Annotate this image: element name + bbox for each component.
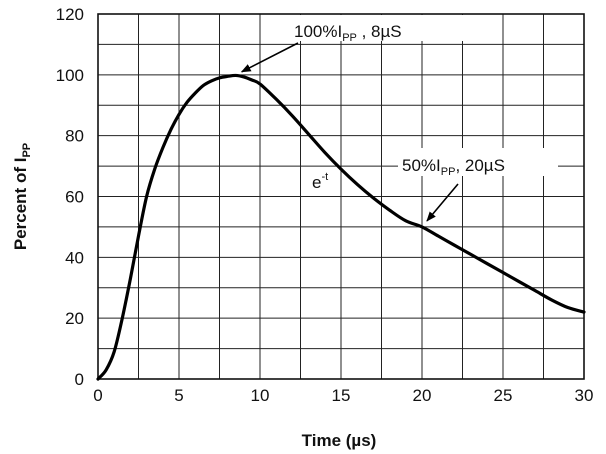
half-annotation-subscript: PP bbox=[441, 166, 456, 178]
x-tick-label: 0 bbox=[93, 386, 102, 405]
decay-label: e-t bbox=[312, 171, 328, 192]
pulse-curve bbox=[96, 73, 586, 381]
decay-label-base: e bbox=[312, 173, 321, 192]
decay-label-superscript: -t bbox=[321, 171, 328, 183]
peak-annotation-base: 100%I bbox=[294, 22, 342, 41]
x-tick-label: 30 bbox=[575, 386, 594, 405]
x-tick-label: 10 bbox=[251, 386, 270, 405]
axis-titles: Time (µs) Percent of IPP bbox=[11, 143, 376, 450]
x-tick-label: 5 bbox=[174, 386, 183, 405]
peak-label-bg bbox=[290, 15, 468, 41]
half-annotation-base: 50%I bbox=[402, 156, 441, 175]
y-tick-label: 20 bbox=[65, 309, 84, 328]
y-tick-label: 60 bbox=[65, 188, 84, 207]
half-label-bg bbox=[398, 148, 558, 176]
peak-annotation-subscript: PP bbox=[342, 32, 357, 44]
y-tick-label: 0 bbox=[75, 370, 84, 389]
y-axis-title-base: Percent of I bbox=[11, 158, 30, 251]
x-tick-label: 15 bbox=[332, 386, 351, 405]
y-tick-label: 40 bbox=[65, 248, 84, 267]
peak-annotation: 100%IPP , 8µS bbox=[294, 22, 402, 44]
y-axis-title: Percent of IPP bbox=[11, 143, 33, 250]
tick-labels: 0 5 10 15 20 25 30 0 20 40 60 80 100 120 bbox=[56, 5, 594, 405]
y-tick-label: 100 bbox=[56, 66, 84, 85]
half-arrow bbox=[426, 183, 459, 222]
grid-lines bbox=[97, 13, 585, 380]
x-tick-label: 25 bbox=[494, 386, 513, 405]
x-axis-title: Time (µs) bbox=[302, 431, 377, 450]
peak-annotation-tail: , 8µS bbox=[357, 22, 402, 41]
plot-frame bbox=[97, 13, 585, 380]
y-tick-label: 120 bbox=[56, 5, 84, 24]
half-annotation: 50%IPP, 20µS bbox=[402, 156, 505, 178]
half-annotation-tail: , 20µS bbox=[455, 156, 505, 175]
curve-layer bbox=[96, 73, 586, 381]
y-tick-label: 80 bbox=[65, 127, 84, 146]
y-axis-title-subscript: PP bbox=[21, 143, 33, 158]
x-tick-label: 20 bbox=[413, 386, 432, 405]
peak-arrow bbox=[240, 42, 299, 73]
